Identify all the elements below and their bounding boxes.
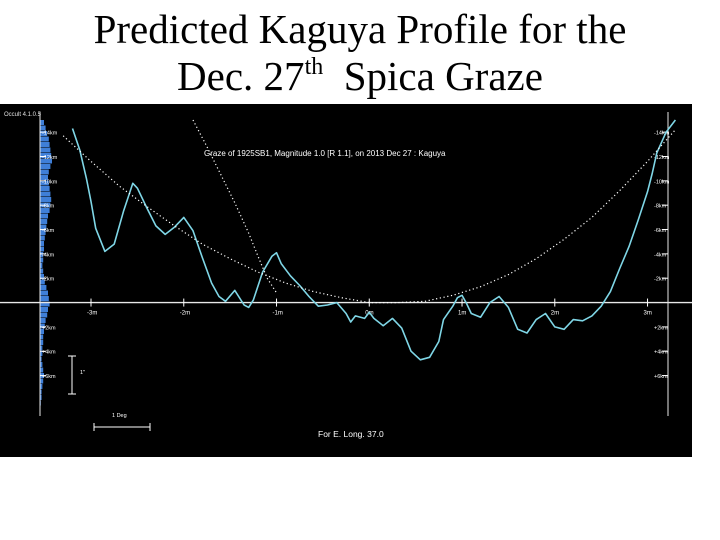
- limb-bar: [40, 296, 49, 301]
- limb-bar: [40, 125, 46, 131]
- limb-bar: [40, 323, 45, 329]
- limb-bar: [40, 389, 42, 395]
- limb-bar: [40, 329, 44, 334]
- chart-curves: [62, 119, 677, 361]
- y-tick-label-right: +2km: [654, 325, 668, 331]
- limb-bar: [40, 153, 52, 158]
- limb-bar: [40, 384, 43, 389]
- limb-bar: [40, 142, 50, 147]
- x-tick-label: -2m: [180, 311, 190, 317]
- scale-bar-label: 1 Deg: [112, 413, 127, 419]
- kaguya-profile-plot: -3m -2m -1m 0m 1m 2m 3m -14km -12km -10km -8km -6km…: [0, 104, 692, 457]
- chart-footer: For E. Long. 37.0: [318, 429, 384, 439]
- limb-bar: [40, 169, 49, 175]
- y-tick-label-right: -12km: [654, 155, 670, 161]
- x-tick-label: -3m: [87, 311, 97, 317]
- y-tick-label-left: -12km: [42, 155, 58, 161]
- limb-bar: [40, 186, 50, 191]
- y-tick-label-right: -4km: [654, 252, 667, 258]
- limb-bar: [40, 367, 44, 373]
- y-tick-label-right: -2km: [654, 277, 667, 283]
- limb-bar: [40, 362, 43, 367]
- limb-bar: [40, 136, 49, 142]
- title-line-2: Dec. 27th Spica Graze: [0, 53, 720, 100]
- chart-title: Graze of 1925SB1, Magnitude 1.0 [R 1.1],…: [204, 149, 446, 158]
- limb-bar: [40, 334, 44, 340]
- slide-title: Predicted Kaguya Profile for the Dec. 27…: [0, 6, 720, 100]
- limb-bar: [40, 290, 48, 296]
- limb-bar: [40, 301, 50, 307]
- x-tick-label: -1m: [273, 311, 283, 317]
- limb-bar: [40, 307, 48, 312]
- limb-bar: [40, 351, 43, 356]
- limb-bar: [40, 395, 42, 400]
- limb-bar: [40, 285, 47, 290]
- limb-bar: [40, 246, 44, 252]
- y-tick-label-left: -10km: [42, 179, 58, 185]
- y-tick-label-right: -10km: [654, 179, 670, 185]
- y-tick-label-right: +4km: [654, 350, 668, 356]
- x-tick-label: 1m: [458, 311, 466, 317]
- x-tick-label: 3m: [644, 311, 652, 317]
- limb-bar: [40, 164, 51, 169]
- limb-bar: [40, 274, 44, 279]
- y-tick-label-left: -14km: [42, 131, 58, 137]
- limb-bar: [40, 175, 48, 180]
- title-line-1: Predicted Kaguya Profile for the: [93, 6, 627, 52]
- profile-chart-svg: -3m -2m -1m 0m 1m 2m 3m-14km-12km-10km-8km-6km…: [0, 112, 692, 439]
- limb-bar: [40, 241, 44, 246]
- limb-bar: [40, 378, 44, 384]
- limb-bars: [40, 120, 52, 406]
- limb-bar: [40, 158, 52, 164]
- app-version-label: Occult 4.1.0.5: [4, 112, 42, 118]
- limb-bar: [40, 191, 51, 197]
- limb-bar: [40, 318, 46, 323]
- y-tick-label-left: +6km: [42, 374, 56, 380]
- limb-bar: [40, 208, 50, 213]
- limb-bar: [40, 252, 44, 257]
- limb-bar: [40, 345, 43, 351]
- vertical-scale-marker: 1": [68, 355, 85, 395]
- title-line-2-start: Dec. 27: [177, 53, 305, 99]
- y-tick-label-left: +4km: [42, 350, 56, 356]
- title-line-2-end: Spica Graze: [323, 53, 543, 99]
- y-tick-label-left: +2km: [42, 325, 56, 331]
- y-tick-label-left: -8km: [42, 204, 55, 210]
- y-tick-label-right: -6km: [654, 228, 667, 234]
- scale-bar: 1 Deg: [93, 413, 151, 431]
- chart-axes: [0, 112, 692, 416]
- vertical-scale-label: 1": [80, 370, 85, 376]
- limb-bar: [40, 147, 51, 153]
- y-tick-label-left: -2km: [42, 277, 55, 283]
- x-tick-label: 2m: [551, 311, 559, 317]
- limb-bar: [40, 340, 44, 345]
- title-superscript: th: [304, 54, 324, 80]
- y-tick-label-right: -8km: [654, 204, 667, 210]
- limb-bar: [40, 197, 52, 202]
- limb-bar: [40, 279, 45, 285]
- y-tick-label-right: -14km: [654, 131, 670, 137]
- limb-bar: [40, 268, 44, 274]
- limb-bar: [40, 257, 44, 263]
- limb-bar: [40, 356, 42, 362]
- limb-bar: [40, 180, 49, 186]
- limb-bar: [40, 213, 48, 219]
- y-tick-label-left: -6km: [42, 228, 55, 234]
- limb-bar: [40, 235, 45, 241]
- limb-bar: [40, 230, 46, 235]
- lunar-profile-line: [71, 119, 677, 361]
- limb-bar: [40, 120, 44, 125]
- chart-ticks: -3m -2m -1m 0m 1m 2m 3m-14km-12km-10km-8km-6km…: [40, 131, 670, 380]
- limb-bar: [40, 312, 48, 318]
- limb-bar: [40, 219, 48, 224]
- y-tick-label-right: +6km: [654, 374, 668, 380]
- limb-bar: [40, 263, 43, 268]
- y-tick-label-left: -4km: [42, 252, 55, 258]
- limb-bar: [40, 224, 47, 230]
- limb-bar: [40, 131, 48, 136]
